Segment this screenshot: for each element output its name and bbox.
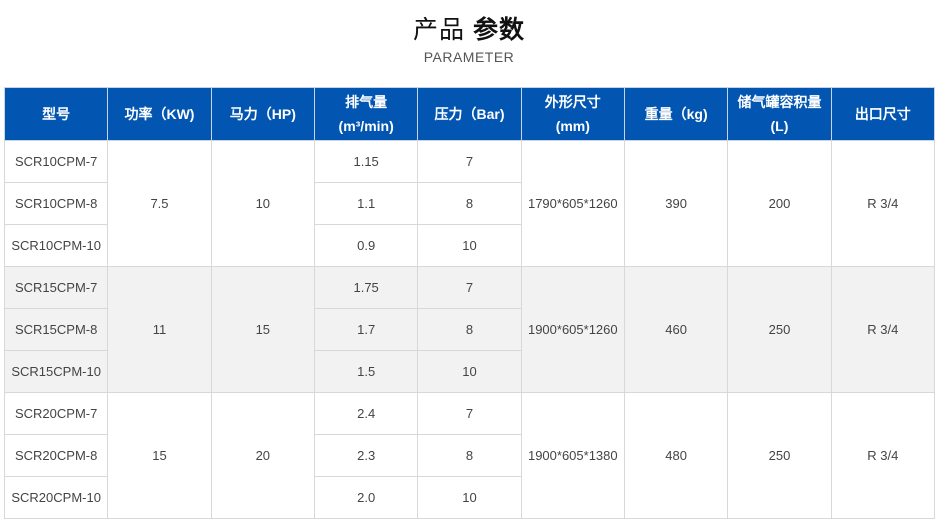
table-cell: SCR10CPM-10: [3, 224, 109, 267]
table-cell: SCR15CPM-10: [3, 350, 109, 393]
table-cell: 11: [107, 266, 212, 393]
table-cell: 10: [417, 224, 522, 267]
table-cell: SCR20CPM-8: [3, 434, 109, 477]
column-header: 马力（HP): [210, 87, 315, 141]
table-cell: 2.3: [313, 434, 419, 477]
table-cell: 480: [623, 392, 729, 519]
column-header: 外形尺寸 (mm): [520, 87, 625, 141]
table-cell: SCR10CPM-7: [3, 140, 109, 183]
table-cell: 15: [210, 266, 315, 393]
table-header-row: 型号 功率（KW) 马力（HP) 排气量 (m³/min) 压力（Bar) 外形尺寸 (m…: [3, 87, 936, 141]
table-cell: 8: [417, 308, 522, 351]
table-cell: 390: [623, 140, 729, 267]
table-row: SCR15CPM-7 11 15 1.75 7 1900*605*1260 460 250 R …: [3, 266, 936, 393]
table-cell: 2.4: [313, 392, 419, 435]
table-cell: 10: [417, 476, 522, 519]
table-cell: 10: [210, 140, 315, 267]
table-cell: R 3/4: [830, 266, 936, 393]
table-row: SCR20CPM-7 15 20 2.4 7 1900*605*1380 480 250 R 3…: [3, 392, 936, 519]
table-cell: 20: [210, 392, 315, 519]
table-cell: 7: [417, 392, 522, 435]
column-header: 出口尺寸: [830, 87, 936, 141]
table-cell: 0.9: [313, 224, 419, 267]
table-cell: 7.5: [107, 140, 212, 267]
table-cell: SCR10CPM-8: [3, 182, 109, 225]
table-cell: SCR15CPM-7: [3, 266, 109, 309]
table-cell: 250: [727, 392, 832, 519]
table-cell: 250: [727, 266, 832, 393]
table-cell: 1.1: [313, 182, 419, 225]
column-header: 型号: [3, 87, 109, 141]
page-subtitle: PARAMETER: [423, 49, 515, 65]
table-cell: 15: [107, 392, 212, 519]
table-cell: 1.15: [313, 140, 419, 183]
table-cell: 1900*605*1260: [520, 266, 625, 393]
parameter-table: 型号 功率（KW) 马力（HP) 排气量 (m³/min) 压力（Bar) 外形尺寸 (m…: [3, 87, 936, 519]
table-cell: SCR15CPM-8: [3, 308, 109, 351]
column-header: 储气罐容积量 (L): [727, 87, 832, 141]
table-cell: 1.7: [313, 308, 419, 351]
table-row: SCR15CPM-10 1.5 10: [3, 350, 935, 393]
table-cell: SCR20CPM-7: [3, 392, 109, 435]
table-cell: 10: [417, 350, 522, 393]
table-cell: 7: [417, 266, 522, 309]
table-cell: 8: [417, 434, 522, 477]
table-cell: 1.75: [313, 266, 419, 309]
table-cell: SCR20CPM-10: [3, 476, 109, 519]
table-cell: 1.5: [313, 350, 419, 393]
table-row: SCR10CPM-7 7.5 10 1.15 7 1790*605*1260 390 200 R…: [3, 140, 936, 267]
table-row: SCR10CPM-8 1.1 8: [3, 182, 935, 225]
table-cell: R 3/4: [830, 392, 936, 519]
table-cell: 1790*605*1260: [520, 140, 625, 267]
table-cell: 1900*605*1380: [520, 392, 625, 519]
column-header: 压力（Bar): [417, 87, 522, 141]
table-cell: 7: [417, 140, 522, 183]
table-row: SCR20CPM-10 2.0 10: [3, 476, 935, 519]
table-cell: 8: [417, 182, 522, 225]
table-row: SCR20CPM-8 2.3 8: [3, 434, 935, 477]
column-header: 重量（kg): [623, 87, 729, 141]
table-cell: 200: [727, 140, 832, 267]
column-header: 功率（KW): [107, 87, 212, 141]
column-header: 排气量 (m³/min): [313, 87, 419, 141]
table-cell: 460: [623, 266, 729, 393]
table-cell: 2.0: [313, 476, 419, 519]
table-cell: R 3/4: [830, 140, 936, 267]
page-title: 产品 参数: [413, 16, 525, 44]
table-row: SCR15CPM-8 1.7 8: [3, 308, 935, 351]
